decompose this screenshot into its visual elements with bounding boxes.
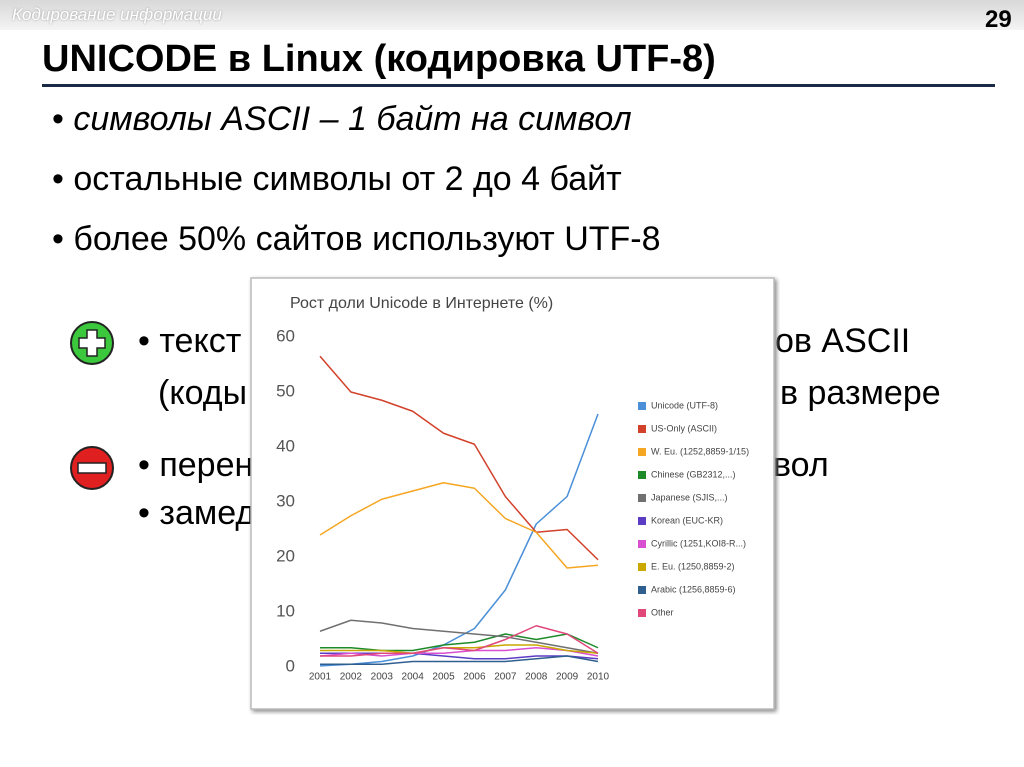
legend-label: Japanese (SJIS,...): [651, 492, 728, 502]
slide-title: UNICODE в Linux (кодировка UTF-8): [42, 38, 716, 80]
series-line: [320, 633, 599, 652]
series-line: [319, 482, 599, 569]
series-line: [319, 619, 599, 654]
y-tick-label: 20: [276, 546, 295, 565]
series-line: [319, 413, 599, 667]
x-tick-label: 2001: [309, 672, 332, 683]
bullet: остальные символы от 2 до 4 байт: [73, 160, 622, 198]
bullet-mark: •: [52, 160, 74, 198]
y-tick-label: 40: [276, 436, 295, 455]
legend-swatch: [638, 402, 646, 410]
y-tick-label: 60: [276, 326, 295, 345]
x-tick-label: 2008: [525, 672, 548, 683]
pro-text: в размере: [780, 374, 941, 412]
title-rule: [42, 84, 995, 87]
icons: [70, 321, 114, 490]
legend-swatch: [638, 586, 646, 594]
pro-text: (коды: [158, 374, 248, 412]
bullet: более 50% сайтов используют UTF-8: [73, 220, 661, 258]
x-tick-label: 2010: [587, 672, 610, 683]
bullet-mark: •: [52, 100, 74, 138]
x-tick-label: 2003: [371, 672, 394, 683]
legend-swatch: [638, 517, 646, 525]
pro-text: текст: [159, 322, 242, 360]
legend-label: Other: [651, 607, 674, 617]
y-tick-label: 50: [276, 381, 295, 400]
legend-label: Chinese (GB2312,...): [651, 469, 736, 479]
legend-label: E. Eu. (1250,8859-2): [651, 561, 735, 571]
y-tick-label: 0: [286, 656, 295, 675]
minus-sign: [77, 462, 107, 474]
x-tick-label: 2005: [432, 672, 455, 683]
series-line: [320, 652, 599, 660]
legend-swatch: [638, 609, 646, 617]
section-title: Кодирование информации: [12, 5, 222, 24]
con-text: замед: [159, 494, 256, 532]
chart-frame: [250, 277, 775, 710]
legend-label: W. Eu. (1252,8859-1/15): [651, 446, 749, 456]
legend-label: Korean (EUC-KR): [651, 515, 723, 525]
series-line: [320, 625, 599, 657]
plus-sign: [78, 329, 106, 357]
bullet-mark: •: [52, 220, 74, 258]
x-tick-label: 2002: [340, 672, 363, 683]
legend-label: Cyrillic (1251,KOI8-R...): [651, 538, 746, 548]
chart: Рост доли Unicode в Интернете (%) 0 10 20 3…: [250, 277, 775, 710]
chart-title: Рост доли Unicode в Интернете (%): [290, 295, 553, 312]
legend-label: Unicode (UTF-8): [651, 400, 718, 410]
series-line: [319, 355, 599, 561]
header-band: [0, 0, 1024, 30]
legend-swatch: [638, 471, 646, 479]
con-text: вол: [773, 446, 829, 484]
y-tick-label: 30: [276, 491, 295, 510]
legend-swatch: [638, 425, 646, 433]
legend-label: US-Only (ASCII): [651, 423, 717, 433]
legend-swatch: [638, 494, 646, 502]
con-text: перен: [159, 446, 254, 484]
x-tick-label: 2004: [402, 672, 425, 683]
x-tick-label: 2007: [494, 672, 517, 683]
y-tick-label: 10: [276, 601, 295, 620]
series-line: [320, 655, 599, 665]
x-tick-label: 2009: [556, 672, 579, 683]
legend-swatch: [638, 563, 646, 571]
legend-swatch: [638, 540, 646, 548]
series-line: [320, 644, 599, 654]
page-number: 29: [985, 6, 1012, 33]
legend-swatch: [638, 448, 646, 456]
x-tick-label: 2006: [463, 672, 486, 683]
legend-label: Arabic (1256,8859-6): [651, 584, 736, 594]
bullet: символы ASCII – 1 байт на символ: [73, 100, 632, 138]
pro-text: ов ASCII: [775, 322, 911, 360]
